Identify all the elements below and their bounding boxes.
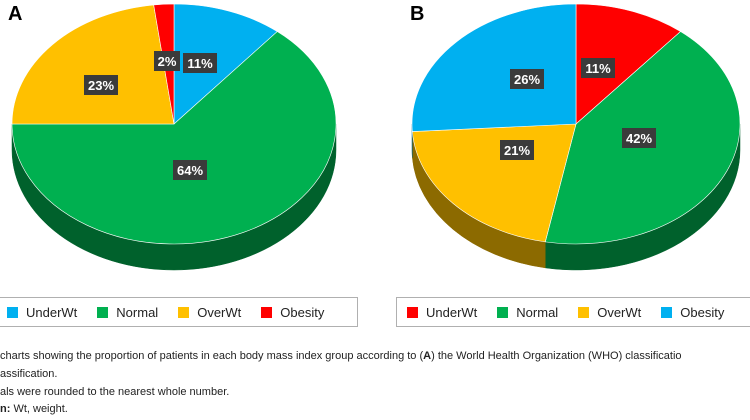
data-label-bg-underwt: [183, 53, 217, 73]
caption-line-4: n: Wt, weight.: [0, 403, 750, 415]
data-label-underwt: 11%: [187, 56, 213, 71]
caption-line-1: charts showing the proportion of patient…: [0, 350, 750, 362]
data-label-bg-overwt: [84, 75, 118, 95]
legend-item-underwt: UnderWt: [7, 305, 77, 320]
data-label-bg-normal: [173, 160, 207, 180]
legend-swatch-underwt: [407, 306, 418, 318]
legend-swatch-normal: [97, 306, 109, 318]
data-label-bg-normal: [622, 128, 656, 148]
legend-swatch-overwt: [578, 306, 590, 318]
panel-letter-b: B: [410, 3, 424, 25]
data-label-bg-overwt: [500, 140, 534, 160]
legend-swatch-normal: [497, 306, 509, 318]
pie-chart-b: 11% 42% 21% 26%: [411, 3, 741, 271]
pie-slice-obesity: [411, 3, 577, 132]
data-label-bg-underwt: [581, 58, 615, 78]
legend-a: UnderWt Normal OverWt Obesity: [0, 297, 358, 327]
legend-label-normal: Normal: [116, 304, 159, 320]
legend-swatch-overwt: [178, 306, 190, 318]
data-label-overwt: 21%: [504, 143, 530, 158]
data-label-bg-obesity: [510, 69, 544, 89]
legend-label-underwt: UnderWt: [426, 304, 478, 320]
legend-swatch-obesity: [661, 306, 673, 318]
data-label-obesity: 2%: [158, 54, 177, 69]
caption-text: charts showing the proportion of patient…: [0, 350, 424, 362]
legend-item-normal: Normal: [497, 305, 558, 320]
data-label-bg-obesity: [154, 51, 180, 71]
legend-item-obesity: Obesity: [661, 305, 724, 320]
data-label-overwt: 23%: [88, 78, 114, 93]
pie-slice-underwt: [173, 3, 278, 125]
legend-item-overwt: OverWt: [578, 305, 641, 320]
legend-item-obesity: Obesity: [261, 305, 324, 320]
pie-slice-underwt: [575, 3, 682, 125]
pie-slice-normal: [11, 31, 337, 245]
caption-line-2: assification.: [0, 368, 58, 380]
legend-label-obesity: Obesity: [680, 304, 725, 320]
caption-text: ) the World Health Organization (WHO) cl…: [431, 350, 682, 362]
caption-abbrev-label: n:: [0, 403, 11, 415]
legend-b: UnderWt Normal OverWt Obesity: [396, 297, 750, 327]
pie-charts-canvas: A B 11% 64% 23% 2% 11% 42% 21% 26%: [8, 3, 741, 271]
legend-swatch-underwt: [7, 306, 18, 318]
legend-label-normal: Normal: [516, 304, 559, 320]
legend-item-overwt: OverWt: [178, 305, 241, 320]
caption-line-3: als were rounded to the nearest whole nu…: [0, 386, 230, 398]
legend-label-underwt: UnderWt: [26, 304, 78, 320]
legend-label-obesity: Obesity: [280, 304, 325, 320]
pie-slice-overwt: [11, 4, 175, 125]
data-label-obesity: 26%: [514, 72, 540, 87]
data-label-underwt: 11%: [585, 61, 611, 76]
data-label-normal: 42%: [626, 131, 652, 146]
legend-item-underwt: UnderWt: [407, 305, 477, 320]
legend-item-normal: Normal: [97, 305, 158, 320]
data-label-normal: 64%: [177, 163, 203, 178]
legend-swatch-obesity: [261, 306, 273, 318]
caption-abbrev-text: Wt, weight.: [10, 403, 68, 415]
caption-panel-ref: A: [423, 350, 432, 362]
pie-chart-a: 11% 64% 23% 2%: [11, 3, 337, 271]
legend-label-overwt: OverWt: [197, 304, 242, 320]
legend-label-overwt: OverWt: [597, 304, 642, 320]
pie-slice-overwt: [411, 123, 577, 243]
panel-letter-a: A: [8, 3, 22, 25]
